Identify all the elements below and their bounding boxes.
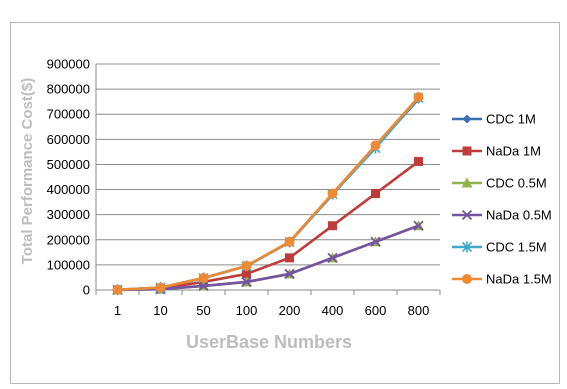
legend-label: NaDa 1.5M xyxy=(486,272,552,287)
series-line xyxy=(117,224,419,292)
legend-item: CDC 0.5M xyxy=(452,176,547,191)
data-point-triangle xyxy=(461,177,473,188)
data-point-square xyxy=(414,156,423,166)
data-point-circle xyxy=(284,236,295,247)
chart-frame xyxy=(10,22,560,384)
legend-item: NaDa 0.5M xyxy=(452,208,552,223)
data-point-x xyxy=(198,280,209,292)
x-tick-label: 400 xyxy=(322,303,344,318)
legend: CDC 1M NaDa 1M CDC 0.5M NaDa 0.5M CDC 1.5M Na… xyxy=(452,112,552,287)
legend-label: CDC 1M xyxy=(486,112,536,127)
legend-label: CDC 1.5M xyxy=(486,240,547,255)
series-line xyxy=(117,160,420,292)
data-point-circle xyxy=(155,282,166,293)
series-nada-1m xyxy=(113,156,423,295)
y-tick-label: 800000 xyxy=(47,82,90,97)
legend-item: NaDa 1M xyxy=(452,144,541,159)
legend-item: CDC 1M xyxy=(452,112,536,127)
data-point-star xyxy=(461,241,473,253)
series-line xyxy=(117,224,419,292)
y-tick-label: 300000 xyxy=(47,207,90,222)
axes: 0 100000 200000 300000 400000 500000 600000 700… xyxy=(47,57,441,318)
y-tick-label: 500000 xyxy=(47,157,90,172)
data-point-square xyxy=(328,221,337,231)
grid-lines xyxy=(96,63,440,291)
data-point-square xyxy=(285,253,294,263)
y-tick-label: 700000 xyxy=(47,107,90,122)
data-point-circle xyxy=(413,92,424,103)
data-point-diamond xyxy=(462,114,472,124)
legend-label: NaDa 1M xyxy=(486,144,541,159)
data-point-square xyxy=(371,189,380,199)
x-tick-label: 50 xyxy=(196,303,210,318)
x-axis-title: UserBase Numbers xyxy=(186,332,352,352)
data-point-circle xyxy=(327,188,338,199)
data-point-x xyxy=(370,236,381,247)
data-point-circle xyxy=(462,274,472,284)
data-point-x xyxy=(327,252,338,263)
y-tick-label: 900000 xyxy=(47,57,90,72)
y-tick-label: 400000 xyxy=(47,182,90,197)
data-point-x xyxy=(413,220,424,231)
x-tick-label: 200 xyxy=(279,303,301,318)
y-axis-title: Total Performance Cost($) xyxy=(19,78,36,264)
y-tick-label: 0 xyxy=(83,283,90,298)
data-point-circle xyxy=(112,284,123,295)
y-tick-label: 200000 xyxy=(47,232,90,247)
legend-label: CDC 0.5M xyxy=(486,176,547,191)
x-tick-label: 100 xyxy=(236,303,258,318)
data-point-x xyxy=(461,209,473,221)
data-point-circle xyxy=(241,260,252,271)
x-tick-label: 800 xyxy=(408,303,430,318)
legend-label: NaDa 0.5M xyxy=(486,208,552,223)
series-line xyxy=(117,96,420,292)
series-nada-1-5m xyxy=(112,92,424,295)
x-tick-label: 600 xyxy=(365,303,387,318)
y-tick-label: 600000 xyxy=(47,132,90,147)
legend-item: NaDa 1.5M xyxy=(452,272,552,287)
data-point-circle xyxy=(198,272,209,283)
data-point-square xyxy=(242,269,251,279)
data-point-x xyxy=(284,268,295,280)
y-tick-label: 100000 xyxy=(47,257,90,272)
x-tick-label: 10 xyxy=(153,303,167,318)
series-layer xyxy=(112,92,424,296)
data-point-circle xyxy=(370,140,381,151)
x-tick-label: 1 xyxy=(114,303,121,318)
legend-item: CDC 1.5M xyxy=(452,240,547,255)
data-point-x xyxy=(241,276,252,288)
data-point-square xyxy=(462,146,472,156)
